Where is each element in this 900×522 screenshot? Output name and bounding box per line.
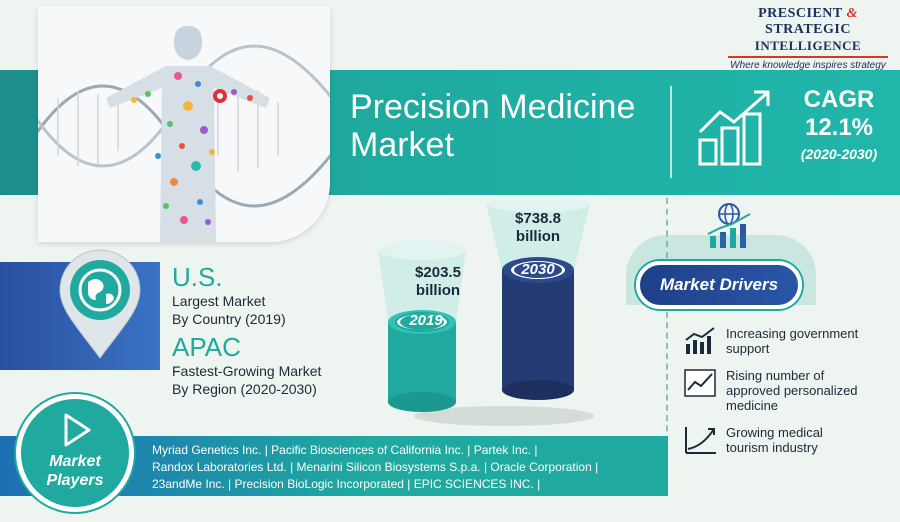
logo-rule [728,56,888,58]
market-size-cylinders [374,196,594,430]
fastest-region-desc-2: By Region (2020-2030) [172,381,317,397]
drivers-list: Increasing government support Rising num… [684,326,896,467]
value-2030-amount: $738.8 [515,210,561,227]
region-highlights: U.S. Largest Market By Country (2019) AP… [172,262,372,398]
title-line-2: Market [350,126,454,164]
driver-2-line-3: medicine [726,398,779,413]
hero-illustration [38,6,330,242]
players-label: Market Players [26,452,124,490]
players-badge [16,394,134,512]
driver-1-line-2: support [726,341,770,356]
globe-chart-icon [704,202,754,250]
cagr-block: CAGR 12.1% (2020-2030) [784,86,894,162]
logo-word-strategic: STRATEGIC [765,22,851,37]
players-label-line-1: Market [49,453,101,470]
growth-bar-chart-icon [694,88,778,168]
value-2030-unit: billion [515,228,561,245]
players-line-3: 23andMe Inc. | Precision BioLogic Incorp… [152,477,541,491]
line-chart-icon [684,368,718,398]
value-2030: $738.8 billion [490,210,586,246]
value-2019-unit: billion [415,282,461,299]
fastest-region: APAC [172,332,241,362]
company-logo: PRESCIENT & STRATEGIC INTELLIGENCE Where… [722,6,894,71]
label-2019: 2019 [409,312,443,329]
driver-item: Growing medical tourism industry [684,425,896,455]
logo-ampersand: & [846,6,858,21]
largest-country-desc-2: By Country (2019) [172,311,286,327]
market-title: Precision Medicine Market [350,88,670,178]
bar-chart-icon [684,326,718,356]
beam-2019 [378,250,466,322]
cagr-label: CAGR [803,86,875,113]
cagr-period: (2020-2030) [800,146,878,162]
driver-2-line-2: approved personalized [726,383,858,398]
players-line-2: Randox Laboratories Ltd. | Menarini Sili… [152,460,599,474]
cylinder-2019 [388,322,456,402]
globe-pin-icon [58,248,142,360]
driver-3-line-2: tourism industry [726,440,818,455]
title-line-1: Precision Medicine [350,88,636,126]
drivers-connector-top [666,198,668,258]
label-2030: 2030 [521,261,555,278]
logo-word-intelligence: INTELLIGENCE [754,38,862,53]
cylinder-2030 [502,270,574,390]
value-2019: $203.5 billion [388,264,488,300]
growth-curve-icon [684,425,718,455]
logo-word-prescient: PRESCIENT [758,6,843,21]
drivers-connector-bottom [666,312,668,452]
dna-body-image [38,6,330,242]
fastest-region-desc-1: Fastest-Growing Market [172,363,322,379]
market-drivers-heading: Market Drivers [636,261,802,309]
header-divider [670,86,672,178]
play-icon [62,412,92,448]
cagr-value: 12.1% [804,114,874,141]
driver-2-line-1: Rising number of [726,368,825,383]
driver-item: Increasing government support [684,326,896,356]
players-label-line-2: Players [46,472,104,489]
logo-tagline: Where knowledge inspires strategy [730,60,886,71]
driver-item: Rising number of approved personalized m… [684,368,896,413]
driver-3-line-1: Growing medical [726,425,823,440]
beam-2030 [486,204,590,270]
value-2019-amount: $203.5 [415,264,461,281]
driver-1-line-1: Increasing government [726,326,859,341]
players-line-1: Myriad Genetics Inc. | Pacific Bioscienc… [152,443,538,457]
largest-country-desc-1: Largest Market [172,293,266,309]
players-list: Myriad Genetics Inc. | Pacific Bioscienc… [152,442,662,493]
largest-country: U.S. [172,262,223,292]
